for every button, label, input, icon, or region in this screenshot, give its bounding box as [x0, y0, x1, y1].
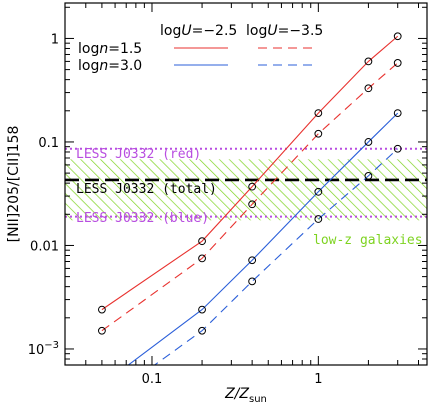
- series-3: [127, 109, 402, 365]
- series-2-point: [248, 200, 257, 209]
- series-2-point: [98, 326, 106, 335]
- series-2-point: [198, 254, 206, 263]
- series-4-point: [198, 326, 206, 335]
- series-4-point: [364, 171, 373, 180]
- series-1-point: [98, 305, 106, 314]
- series-2-point: [364, 84, 373, 93]
- series-3-point: [198, 305, 206, 314]
- axes: 0.1 1 1 0.1 0.01 10−3: [28, 2, 428, 387]
- series-2-point: [393, 59, 402, 67]
- series-3-point: [314, 187, 323, 196]
- x-tick-label: 0.1: [142, 372, 163, 387]
- series-3-point: [248, 256, 257, 265]
- y-tick-label: 1: [51, 32, 59, 47]
- less-blue-label: LESS J0332 (blue): [76, 211, 209, 226]
- series-1-point: [314, 109, 323, 117]
- series-1-line: [101, 35, 399, 311]
- series-1-point: [198, 237, 206, 246]
- series-4-point: [248, 277, 257, 286]
- series-3-point: [393, 109, 402, 117]
- legend: logU=−2.5 logU=−3.5 logn=1.5 logn=3.0: [78, 23, 323, 74]
- legend-col-header-2: logU=−3.5: [246, 23, 323, 39]
- y-tick-label: 0.01: [30, 239, 59, 254]
- y-tick-label: 0.1: [38, 136, 59, 151]
- y-tick-label: 10−3: [28, 340, 59, 358]
- series-3-line: [127, 112, 399, 365]
- legend-row-label-1: logn=1.5: [78, 41, 142, 57]
- series-1-point: [364, 57, 373, 66]
- low-z-band-label: low-z galaxies: [313, 233, 423, 248]
- plot-frame: [64, 2, 428, 366]
- series-2: [98, 59, 402, 335]
- series-4-point: [393, 144, 402, 153]
- x-axis-title: Z/Zsun: [224, 386, 267, 405]
- series-3-point: [364, 138, 373, 146]
- legend-col-header-1: logU=−2.5: [160, 23, 237, 39]
- legend-row-label-2: logn=3.0: [78, 58, 142, 74]
- series-1-point: [393, 32, 402, 41]
- series-1: [98, 32, 402, 314]
- series-layer: [98, 32, 402, 365]
- less-total-label: LESS J0332 (total): [76, 182, 217, 197]
- series-1-point: [248, 182, 257, 191]
- x-tick-label: 1: [314, 372, 322, 387]
- series-2-point: [314, 129, 323, 138]
- series-2-line: [101, 62, 399, 332]
- reference-lines: [65, 147, 427, 218]
- y-axis-title: [NII]205/[CII]158: [6, 126, 22, 243]
- series-4: [153, 144, 402, 365]
- series-4-point: [314, 215, 323, 223]
- less-red-label: LESS J0332 (red): [76, 147, 201, 162]
